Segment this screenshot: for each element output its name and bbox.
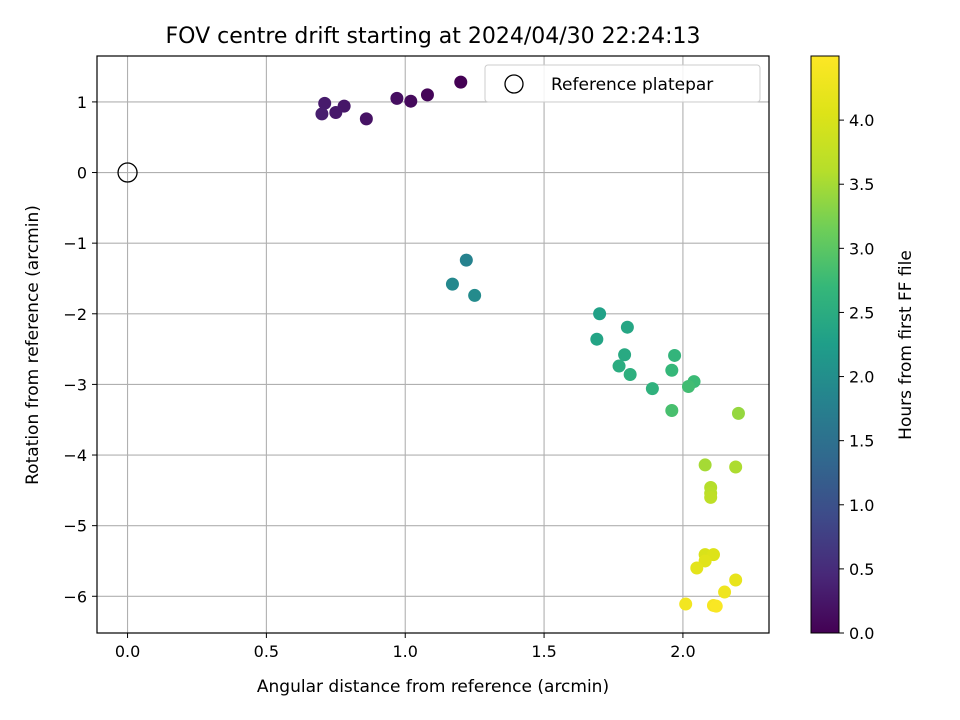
y-tick-label: 1 (77, 93, 87, 112)
x-tick-label: 2.0 (670, 642, 695, 661)
scatter-point (645, 382, 659, 396)
y-tick-label: −5 (63, 517, 87, 536)
scatter-point (468, 288, 482, 302)
scatter-point (590, 332, 604, 346)
scatter-point (623, 368, 637, 382)
scatter-point (420, 88, 434, 102)
scatter-point (729, 573, 743, 587)
colorbar-tick-label: 3.5 (849, 175, 874, 194)
y-tick-label: −1 (63, 234, 87, 253)
y-axis: −6 −5 −4 −3 −2 −1 0 1 (63, 93, 97, 606)
colorbar-tick-label: 3.0 (849, 239, 874, 258)
scatter-point (681, 380, 695, 394)
y-tick-label: −4 (63, 446, 87, 465)
legend-marker-reference (504, 74, 524, 94)
x-tick-label: 1.0 (393, 642, 418, 661)
colorbar-tick-label: 1.5 (849, 432, 874, 451)
scatter-point (731, 406, 745, 420)
scatter-point (729, 460, 743, 474)
scatter-point (709, 599, 723, 613)
colorbar-tick-label: 2.0 (849, 368, 874, 387)
scatter-point (668, 348, 682, 362)
scatter-point (404, 94, 418, 108)
plot-frame (96, 55, 770, 634)
scatter-point (698, 458, 712, 472)
legend: Reference platepar (484, 64, 761, 103)
scatter-point (454, 75, 468, 89)
grid-lines (97, 56, 769, 633)
legend-label-reference: Reference platepar (551, 75, 713, 95)
reference-platepar-marker (117, 162, 138, 183)
scatter-point (690, 561, 704, 575)
scatter-point (679, 597, 693, 611)
scatter-point (618, 348, 632, 362)
scatter-point (593, 307, 607, 321)
scatter-point (620, 320, 634, 334)
y-tick-label: −3 (63, 375, 87, 394)
scatter-point (445, 277, 459, 291)
colorbar-tick-label: 0.0 (849, 624, 874, 643)
chart-title: FOV centre drift starting at 2024/04/30 … (166, 24, 701, 49)
scatter-point (459, 253, 473, 267)
x-axis-label: Angular distance from reference (arcmin) (257, 677, 609, 697)
scatter-point (665, 363, 679, 377)
colorbar-tick-label: 1.0 (849, 496, 874, 515)
y-tick-label: −2 (63, 305, 87, 324)
scatter-point (704, 490, 718, 504)
y-tick-label: −6 (63, 587, 87, 606)
scatter-point (315, 107, 329, 121)
y-axis-label: Rotation from reference (arcmin) (23, 205, 43, 485)
colorbar-tick-label: 0.5 (849, 560, 874, 579)
x-tick-label: 0.0 (115, 642, 140, 661)
colorbar-ticks: 0.0 0.5 1.0 1.5 2.0 2.5 3.0 3.5 4.0 (839, 111, 874, 643)
scatter-point (665, 404, 679, 418)
colorbar: 0.0 0.5 1.0 1.5 2.0 2.5 3.0 3.5 4.0 Hours from f… (810, 55, 916, 643)
scatter-point (612, 359, 626, 373)
scatter-point (359, 112, 373, 126)
x-tick-label: 1.5 (531, 642, 556, 661)
colorbar-tick-label: 2.5 (849, 303, 874, 322)
x-axis: 0.0 0.5 1.0 1.5 2.0 (115, 633, 696, 661)
scatter-point (390, 91, 404, 105)
y-tick-label: 0 (77, 164, 87, 183)
colorbar-label: Hours from first FF file (896, 250, 916, 440)
scatter-point (718, 585, 732, 599)
scatter-point (318, 96, 332, 110)
x-tick-label: 0.5 (254, 642, 279, 661)
colorbar-gradient (810, 55, 840, 634)
scatter-points (117, 75, 745, 613)
legend-box (484, 64, 761, 103)
colorbar-tick-label: 4.0 (849, 111, 874, 130)
scatter-point (329, 105, 343, 119)
